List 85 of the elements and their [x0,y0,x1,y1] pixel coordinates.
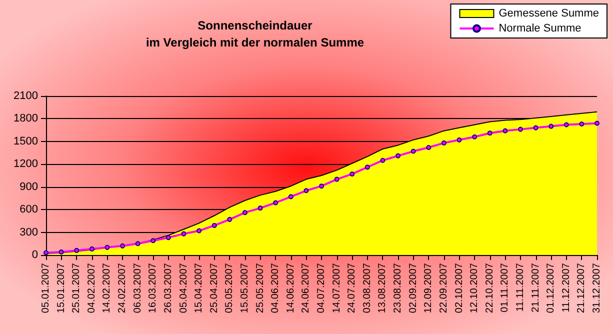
x-tick-label: 01.11.2007 [500,262,511,312]
x-tick-label: 04.02.2007 [86,262,98,314]
point [196,228,202,234]
point [166,235,171,240]
x-tick-label: 04.06.2007 [270,262,282,314]
point [135,241,140,246]
x-tick-label: 21.11.2007 [530,262,542,312]
y-tick-label: 1800 [14,112,38,125]
point [74,248,80,253]
point [426,144,432,150]
y-tick-label: 1200 [14,158,38,170]
point [441,140,446,146]
point [456,137,462,142]
x-tick-label: 24.07.2007 [346,262,358,314]
x-tick-label: 25.01.2007 [71,262,82,314]
point [579,122,584,127]
legend-label: Gemessene Summe [498,8,600,20]
point [518,126,523,132]
x-tick-label: 01.12.2007 [546,262,557,314]
x-tick-label: 05.05.2007 [224,262,236,314]
point [472,134,478,140]
point [304,188,309,194]
point [273,200,278,206]
x-tick-label: 16.03.2007 [148,262,159,314]
x-tick-label: 15.05.2007 [239,262,250,314]
y-tick-label: 1500 [14,135,38,148]
x-tick-label: 15.04.2007 [194,262,205,314]
x-tick-label: 25.05.2007 [254,262,266,314]
x-tick-label: 14.02.2007 [102,262,113,314]
x-tick-label: 11.11.2007 [514,262,526,312]
x-tick-label: 03.08.2007 [362,262,373,314]
point [396,153,401,158]
x-tick-label: 24.06.2007 [300,262,312,314]
x-tick-label: 31.12.2007 [592,262,602,314]
point [380,158,386,163]
point [487,130,492,136]
point [319,184,324,189]
y-tick-label: 0 [32,249,38,261]
chart-title: Sonnenscheindauer im Vergleich mit der normalen Summe [146,18,364,50]
x-tick-label: 12.10.2007 [469,262,480,314]
point [258,206,263,211]
point [181,231,186,236]
y-tick-label: 900 [20,180,38,193]
point [594,120,600,126]
x-tick-label: 14.07.2007 [331,262,342,314]
point [334,176,340,182]
point [150,238,156,244]
legend-label: Normale Summe [498,22,582,34]
x-tick-label: 15.01.2007 [56,262,67,314]
x-tick-label: 23.08.2007 [392,262,404,314]
x-tick-label: 13.08.2007 [377,262,388,314]
point [120,243,126,248]
x-tick-label: 12.09.2007 [423,262,434,314]
point [58,249,64,254]
y-tick-label: 300 [20,226,38,238]
x-tick-label: 14.06.2007 [285,262,296,314]
point [533,125,538,130]
x-tick-label: 05.04.2007 [178,262,190,314]
point [44,250,48,256]
point [242,210,248,216]
point [89,246,94,252]
x-tick-label: 22.10.2007 [484,262,496,314]
y-tick-label: 2100 [14,90,38,102]
point [564,122,569,128]
x-tick-label: 02.09.2007 [408,262,419,314]
point [410,148,416,154]
x-tick-label: 04.07.2007 [316,262,327,314]
x-tick-label: 24.02.2007 [117,262,128,314]
x-tick-label: 06.03.2007 [132,262,144,314]
point [502,128,508,134]
x-tick-label: 02.10.2007 [454,262,465,314]
y-tick-label: 600 [20,204,38,216]
point [288,194,294,200]
point [212,222,217,228]
x-tick-label: 05.01.2007 [40,262,52,314]
x-tick-label: 22.09.2007 [438,262,450,314]
x-tick-label: 11.12.2007 [560,262,572,312]
point [364,164,370,170]
point [227,216,232,222]
point [104,244,110,250]
x-tick-label: 25.04.2007 [208,262,220,314]
x-tick-label: 21.12.2007 [576,262,588,314]
point [548,124,554,129]
point [350,171,355,176]
x-tick-label: 26.03.2007 [162,262,174,314]
